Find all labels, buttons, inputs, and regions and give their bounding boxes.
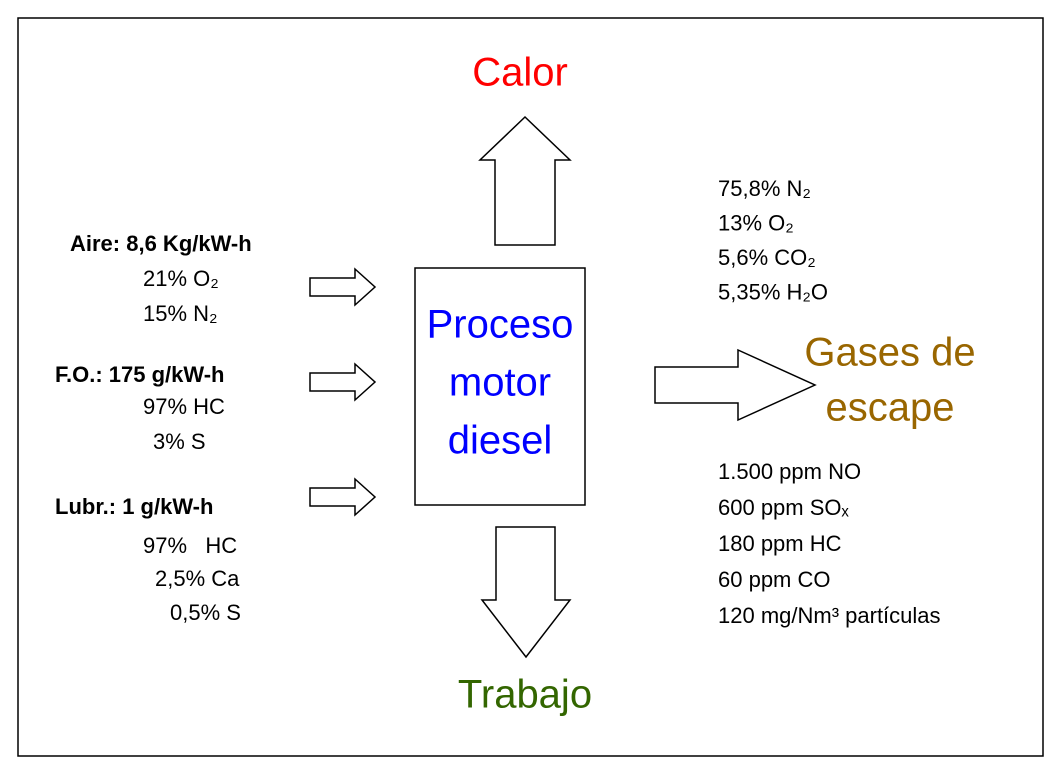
input-title: F.O.: 175 g/kW-h xyxy=(55,362,224,387)
process-label: Proceso xyxy=(427,303,574,347)
emission-line: 120 mg/Nm³ partículas xyxy=(718,603,941,628)
input-line: 0,5% S xyxy=(170,600,241,625)
input-title: Aire: 8,6 Kg/kW-h xyxy=(70,231,252,256)
input-line: 2,5% Ca xyxy=(155,566,240,591)
input-line: 97% HC xyxy=(143,533,237,558)
emission-line: 180 ppm HC xyxy=(718,531,842,556)
frame xyxy=(17,17,1044,757)
input-arrow xyxy=(309,267,377,307)
composition-line: 13% O₂ xyxy=(718,210,794,235)
emission-line: 1.500 ppm NO xyxy=(718,459,861,484)
input-arrow xyxy=(309,362,377,402)
input-line: 15% N₂ xyxy=(143,301,218,326)
heat-arrow xyxy=(478,115,572,246)
heat-label: Calor xyxy=(472,51,568,95)
emission-line: 60 ppm CO xyxy=(718,567,831,592)
process-box xyxy=(414,267,586,506)
process-label: motor xyxy=(449,361,551,405)
exhaust-label: Gases de xyxy=(804,331,975,375)
work-arrow xyxy=(480,526,572,659)
input-title: Lubr.: 1 g/kW-h xyxy=(55,494,213,519)
input-line: 3% S xyxy=(153,429,206,454)
emission-line: 600 ppm SOₓ xyxy=(718,495,850,520)
composition-line: 5,6% CO₂ xyxy=(718,245,816,270)
work-label: Trabajo xyxy=(458,673,592,717)
composition-line: 5,35% H₂O xyxy=(718,279,828,304)
input-arrow xyxy=(309,477,377,517)
process-label: diesel xyxy=(448,419,553,463)
input-line: 21% O₂ xyxy=(143,266,219,291)
input-line: 97% HC xyxy=(143,394,225,419)
exhaust-arrow xyxy=(654,348,817,422)
exhaust-label: escape xyxy=(826,386,955,430)
composition-line: 75,8% N₂ xyxy=(718,176,811,201)
